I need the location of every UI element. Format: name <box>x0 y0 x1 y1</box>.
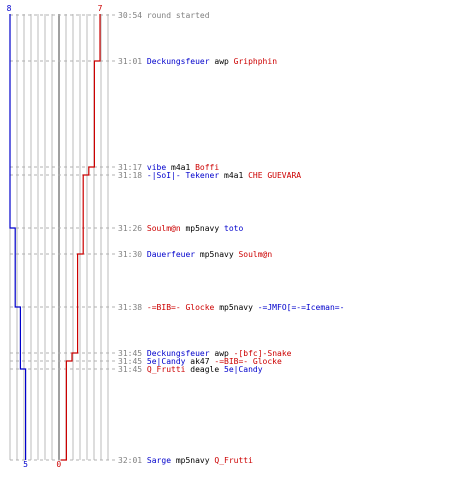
event-time: 31:01 <box>118 57 143 66</box>
event-killer: 5e|Candy <box>146 357 186 366</box>
event-weapon: mp5navy <box>219 303 253 312</box>
event-killer: Sarge <box>146 456 172 465</box>
event-victim: Soulm@n <box>238 250 273 259</box>
team-b-start-count: 7 <box>98 4 103 13</box>
team-b-end-count: 0 <box>56 460 61 469</box>
event-weapon: m4a1 <box>171 163 191 172</box>
team-a-player-count-line <box>9 14 27 460</box>
event-time: 31:45 <box>118 357 143 366</box>
event-victim: -[bfc]-Snake <box>233 349 292 358</box>
event-weapon: ak47 <box>190 357 210 366</box>
event-victim: Boffi <box>195 163 220 172</box>
event-killer: -=BIB=- Glocke <box>146 303 215 312</box>
event-weapon: awp <box>214 349 229 358</box>
event-killer: Dauerfeuer <box>146 250 196 259</box>
event-row: 31:45 Q_Frutti deagle 5e|Candy <box>118 365 263 374</box>
team-a-start-count: 8 <box>7 4 12 13</box>
event-weapon: deagle <box>190 365 220 374</box>
event-time: 31:45 <box>118 349 143 358</box>
event-time: 31:18 <box>118 171 143 180</box>
team-b-step-line <box>60 14 101 461</box>
event-time: 32:01 <box>118 456 143 465</box>
event-victim: -=JMFO[=-=Iceman=- <box>257 303 345 312</box>
event-weapon: m4a1 <box>224 171 244 180</box>
event-killer: Deckungsfeuer <box>146 349 210 358</box>
event-weapon: awp <box>214 57 229 66</box>
event-row: 31:17 vibe m4a1 Boffi <box>118 163 219 172</box>
event-weapon: mp5navy <box>185 224 220 233</box>
event-killer: vibe <box>146 163 167 172</box>
event-time: 31:17 <box>118 163 143 172</box>
event-time: 30:54 <box>118 11 143 20</box>
event-victim: Griphphin <box>233 57 278 66</box>
event-time: 31:30 <box>118 250 143 259</box>
event-row: 32:01 Sarge mp5navy Q_Frutti <box>118 456 253 465</box>
event-row: 30:54 round started <box>118 11 210 20</box>
timeline-grid <box>9 14 109 460</box>
event-text: round started <box>146 11 210 20</box>
event-victim: -=BIB=- Glocke <box>214 357 282 366</box>
event-weapon: mp5navy <box>175 456 210 465</box>
event-killer: Soulm@n <box>146 224 181 233</box>
event-row: 31:26 Soulm@n mp5navy toto <box>118 224 243 233</box>
event-killer: Q_Frutti <box>146 365 186 374</box>
event-row: 31:45 Deckungsfeuer awp -[bfc]-Snake <box>118 349 291 358</box>
event-victim: 5e|Candy <box>224 365 263 374</box>
team-b-player-count-line <box>60 14 101 461</box>
event-victim: CHE GUEVARA <box>248 171 302 180</box>
team-count-labels: 8 7 5 0 <box>7 4 103 469</box>
event-time: 31:26 <box>118 224 143 233</box>
event-row: 31:30 Dauerfeuer mp5navy Soulm@n <box>118 250 272 259</box>
event-row: 31:38 -=BIB=- Glocke mp5navy -=JMFO[=-=I… <box>118 303 344 312</box>
event-killer: -|SoI|- Tekener <box>146 171 220 180</box>
event-time: 31:38 <box>118 303 143 312</box>
event-victim: toto <box>224 224 244 233</box>
event-row: 31:01 Deckungsfeuer awp Griphphin <box>118 57 277 66</box>
event-victim: Q_Frutti <box>214 456 253 465</box>
team-a-end-count: 5 <box>23 460 28 469</box>
team-a-step-line <box>9 14 27 460</box>
event-row: 31:45 5e|Candy ak47 -=BIB=- Glocke <box>118 357 282 366</box>
event-weapon: mp5navy <box>199 250 234 259</box>
event-row: 31:18 -|SoI|- Tekener m4a1 CHE GUEVARA <box>118 171 301 180</box>
event-killer: Deckungsfeuer <box>146 57 210 66</box>
event-time: 31:45 <box>118 365 143 374</box>
